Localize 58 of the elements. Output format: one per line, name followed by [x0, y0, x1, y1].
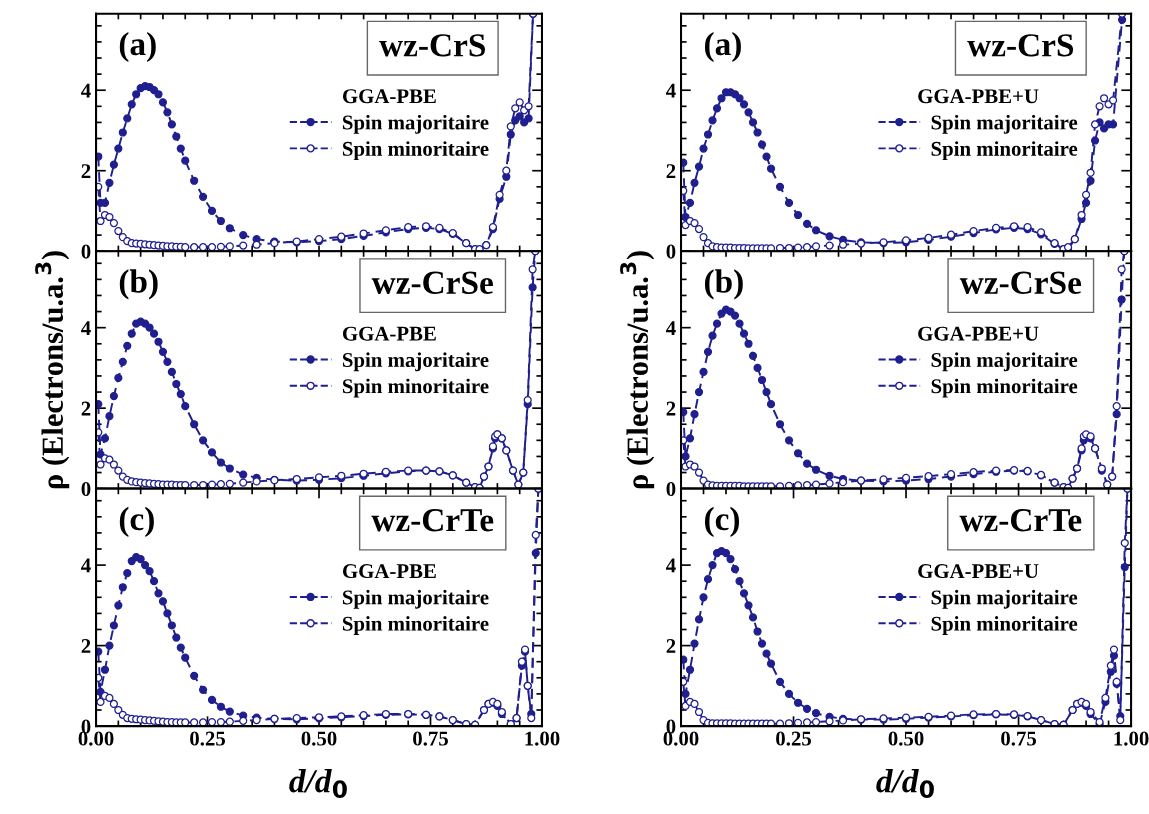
legend-label: Spin minoritaire [342, 616, 489, 635]
y-tick-label: 2 [666, 401, 676, 416]
legend-label: Spin majoritaire [931, 352, 1078, 372]
legend-label: Spin minoritaire [931, 378, 1078, 398]
legend-label: Spin minoritaire [342, 378, 489, 398]
legend-title: GGA-PBE+U [918, 564, 1039, 579]
y-tick-label: 4 [81, 321, 91, 335]
y-tick-label: 4 [81, 558, 91, 573]
legend-title: GGA-PBE+U [918, 89, 1039, 104]
legend-label: Spin majoritaire [342, 352, 489, 372]
y-tick-label: 2 [81, 401, 91, 416]
y-tick-label: 4 [666, 558, 676, 573]
x-tick-label: 0.50 [301, 731, 337, 746]
y-tick-label: 4 [666, 321, 676, 335]
y-tick-label: 0 [666, 244, 676, 259]
annotation: (b) [704, 269, 743, 300]
chart-title: wz-CrS [379, 34, 485, 57]
legend-label: Spin minoritaire [342, 141, 489, 161]
x-tick-label: 0.25 [776, 731, 811, 746]
x-axis-title: d/d$_{0}$ [289, 769, 347, 799]
x-tick-label: 0.25 [190, 731, 226, 746]
legend-label: Spin majoritaire [342, 589, 489, 609]
chart-title: wz-CrTe [371, 509, 494, 532]
y-axis-title: ρ (Electrons/u.a.$^{3}$) [35, 251, 70, 489]
chart-title: wz-CrS [967, 34, 1074, 57]
y-tick-label: 4 [666, 83, 676, 98]
x-tick-label: 0.75 [413, 731, 448, 746]
annotation: (c) [119, 506, 154, 537]
x-tick-label: 0.50 [888, 731, 924, 746]
y-tick-label: 4 [81, 83, 91, 98]
chart-title: wz-CrSe [371, 271, 493, 294]
y-tick-label: 0 [81, 482, 91, 497]
y-tick-label: 2 [666, 164, 676, 178]
legend-label: Spin majoritaire [931, 114, 1078, 134]
x-tick-label: 1.00 [1114, 731, 1149, 746]
x-tick-label: 1.00 [525, 731, 560, 746]
annotation: (a) [119, 31, 156, 63]
annotation: (b) [119, 269, 158, 300]
y-tick-label: 2 [666, 639, 676, 653]
y-axis-title: ρ (Electrons/u.a.$^{3}$) [620, 251, 655, 489]
legend-title: GGA-PBE [342, 326, 436, 341]
y-tick-label: 2 [81, 639, 91, 653]
chart-title: wz-CrSe [959, 271, 1082, 294]
legend-title: GGA-PBE [342, 564, 436, 579]
legend-label: Spin majoritaire [931, 589, 1078, 609]
x-tick-label: 0.75 [1001, 731, 1037, 746]
legend-label: Spin majoritaire [342, 114, 489, 134]
legend-label: Spin minoritaire [931, 141, 1078, 161]
x-axis-title: d/d$_{0}$ [876, 769, 934, 799]
y-tick-label: 0 [81, 244, 91, 259]
legend-title: GGA-PBE+U [918, 326, 1039, 341]
annotation: (a) [704, 31, 741, 63]
annotation: (c) [704, 506, 740, 537]
chart-title: wz-CrTe [959, 509, 1082, 532]
legend-title: GGA-PBE [342, 89, 436, 104]
y-tick-label: 0 [666, 482, 676, 497]
legend-label: Spin minoritaire [931, 616, 1078, 635]
y-tick-label: 2 [81, 164, 91, 178]
